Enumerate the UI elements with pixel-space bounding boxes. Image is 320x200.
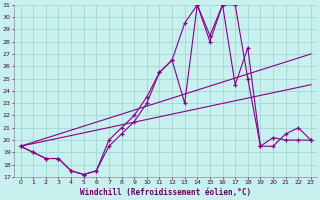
X-axis label: Windchill (Refroidissement éolien,°C): Windchill (Refroidissement éolien,°C) — [80, 188, 251, 197]
